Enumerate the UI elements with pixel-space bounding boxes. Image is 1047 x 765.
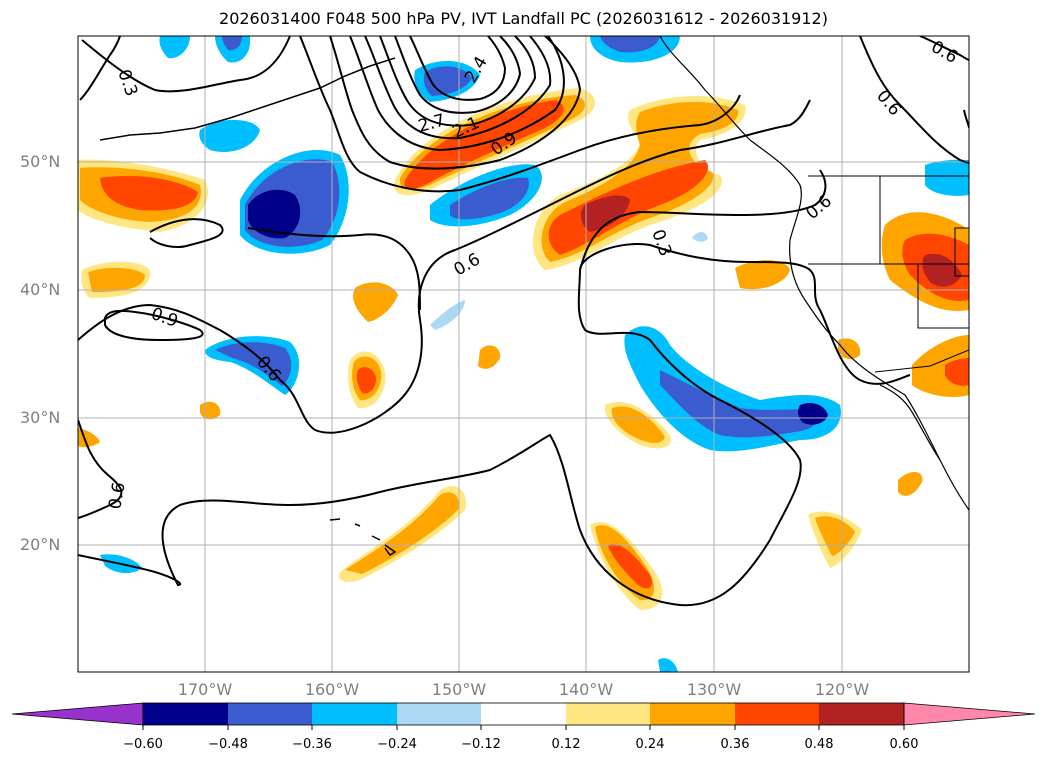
colorbar-extend-high xyxy=(903,702,1036,726)
negative-field-center-north-inner xyxy=(450,177,529,220)
colorbar-bin-1 xyxy=(143,703,228,725)
colorbar-tick-label: 0.24 xyxy=(635,737,665,752)
positive-field-mid2-core xyxy=(356,367,376,394)
colorbar-tick-label: −0.24 xyxy=(377,737,417,752)
positive-field-east-core xyxy=(922,253,962,287)
pv-contours xyxy=(78,36,969,607)
negative-field-north2 xyxy=(159,36,190,59)
positive-field-south1-inner xyxy=(345,492,459,574)
negative-field-north3-inner xyxy=(222,36,242,51)
lon-label-150w: 150°W xyxy=(431,680,487,699)
contour-label: 0.6 xyxy=(105,481,129,511)
negative-field-north4 xyxy=(199,119,260,152)
north-america-coast xyxy=(659,36,969,511)
lat-label-50: 50°N xyxy=(20,152,61,171)
positive-field-west-inner xyxy=(88,267,145,292)
colorbar-tick-label: −0.36 xyxy=(292,737,332,752)
colorbar-tick-label: 0.36 xyxy=(720,737,750,752)
coastlines xyxy=(99,36,969,556)
lat-label-40: 40°N xyxy=(20,280,61,299)
colorbar-tick-label: 0.12 xyxy=(551,737,581,752)
positive-field-coast-max xyxy=(580,195,630,232)
hawaii-islands xyxy=(329,518,397,556)
contour-line xyxy=(394,36,522,114)
colorbar-bin-7 xyxy=(650,703,735,725)
positive-field-small3 xyxy=(735,260,790,290)
contour-line xyxy=(349,36,565,152)
map-frame xyxy=(77,35,970,673)
colorbar-extend-low xyxy=(11,702,144,726)
contour-line xyxy=(409,36,507,101)
contour-line xyxy=(104,309,204,342)
negative-field-west-low-core xyxy=(248,189,301,239)
contour-line xyxy=(79,36,121,101)
colorbar-bin-2 xyxy=(228,703,312,725)
negative-field-north5-inner xyxy=(600,36,660,53)
lon-label-160w: 160°W xyxy=(304,680,360,699)
colorbar-bin-3 xyxy=(312,703,397,725)
positive-field-east2-inner xyxy=(945,358,969,386)
colorbar-tick-label: 0.60 xyxy=(889,737,919,752)
negative-field-small2 xyxy=(692,232,708,242)
aleutian-islands xyxy=(99,57,396,141)
state-border-5 xyxy=(954,227,969,277)
lat-label-30: 30°N xyxy=(20,408,61,427)
colorbar-tick-label: −0.60 xyxy=(123,737,163,752)
contour-line xyxy=(81,36,291,93)
colorbar xyxy=(11,702,1036,730)
colorbar-bin-9 xyxy=(819,703,904,725)
colorbar-frame xyxy=(142,702,905,726)
contour-line xyxy=(247,227,421,311)
lon-label-130w: 130°W xyxy=(686,680,742,699)
positive-field-mid1 xyxy=(353,282,398,322)
baja-coast xyxy=(879,384,941,461)
negative-field-small1 xyxy=(430,300,465,330)
positive-field-small1 xyxy=(478,345,501,369)
contour-line xyxy=(149,218,224,248)
us-mexico-border xyxy=(874,349,969,373)
lat-label-20: 20°N xyxy=(20,535,61,554)
negative-field-east-streak-inner xyxy=(660,370,819,438)
colorbar-tick-label: −0.48 xyxy=(208,737,248,752)
positive-field-south3-inner xyxy=(815,516,855,556)
negative-field-east-streak-core xyxy=(797,403,828,425)
contour-line xyxy=(919,36,969,61)
positive-field-central-inner xyxy=(611,406,665,443)
negative-field-small4 xyxy=(658,658,678,672)
colorbar-bin-4 xyxy=(397,703,481,725)
contour-line xyxy=(78,99,811,434)
graticule xyxy=(78,36,969,672)
colorbar-tick-label: −0.12 xyxy=(461,737,501,752)
positive-field-left-edge xyxy=(78,428,100,448)
negative-field-east-north xyxy=(925,159,969,196)
colorbar-tick-label: 0.48 xyxy=(804,737,834,752)
positive-field-jet-core xyxy=(404,100,564,190)
positive-field-small4 xyxy=(838,338,861,360)
contour-line xyxy=(299,36,741,193)
contour-line xyxy=(859,36,969,164)
contour-line xyxy=(379,36,537,127)
negative-field-west2-inner xyxy=(215,342,292,386)
lon-label-140w: 140°W xyxy=(558,680,614,699)
colorbar-bin-6 xyxy=(566,703,650,725)
positive-field-coast-core xyxy=(548,160,708,255)
state-border-4 xyxy=(917,264,969,329)
lon-label-120w: 120°W xyxy=(814,680,870,699)
colorbar-bin-8 xyxy=(735,703,819,725)
positive-field-nw-core xyxy=(100,175,198,211)
colorbar-bin-5 xyxy=(481,703,566,725)
contour-line xyxy=(329,36,582,170)
contour-line xyxy=(364,36,552,140)
contour-line xyxy=(579,169,827,271)
map-title: 2026031400 F048 500 hPa PV, IVT Landfall… xyxy=(219,9,828,28)
lon-label-170w: 170°W xyxy=(177,680,233,699)
positive-field-south2-core xyxy=(608,544,653,589)
contour-line xyxy=(78,419,123,519)
contour-line xyxy=(78,243,911,607)
positive-field-small5 xyxy=(898,471,923,496)
